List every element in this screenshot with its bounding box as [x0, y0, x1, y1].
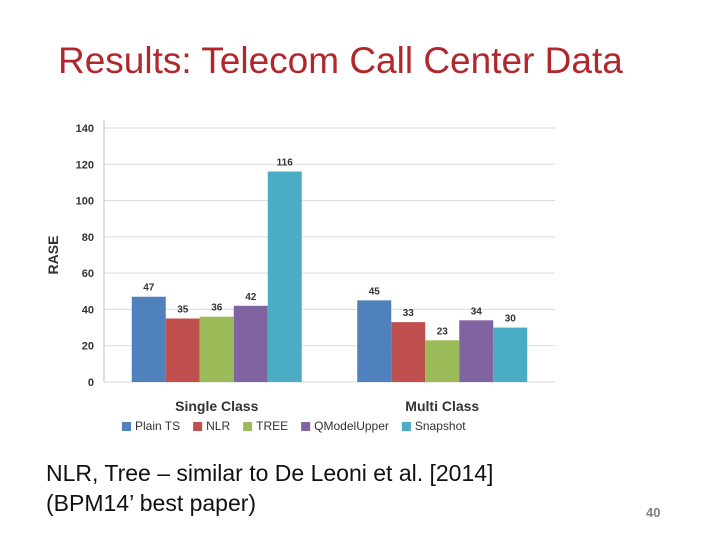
- legend-swatch: [193, 422, 203, 431]
- caption: NLR, Tree – similar to De Leoni et al. […: [46, 458, 493, 518]
- legend-swatch: [243, 422, 253, 431]
- bar: [267, 171, 302, 382]
- data-label: 34: [471, 306, 483, 317]
- y-tick-label: 20: [82, 341, 94, 353]
- data-label: 36: [211, 303, 223, 314]
- bar-chart-svg: 0 20 40 60 80 100 120 140 47 35 36 42 116 45 33 23 34 30…: [45, 120, 555, 433]
- data-label: 42: [245, 292, 257, 303]
- data-label: 35: [177, 305, 189, 316]
- legend-label: Plain TS: [135, 419, 180, 433]
- bar: [493, 327, 528, 382]
- bar: [165, 318, 200, 382]
- y-tick-label: 60: [82, 268, 94, 280]
- category-label: Single Class: [175, 398, 258, 414]
- y-tick-label: 120: [76, 159, 94, 171]
- data-label: 116: [277, 158, 294, 169]
- bar: [391, 322, 426, 382]
- bar: [357, 300, 392, 382]
- legend-swatch: [301, 422, 311, 431]
- y-axis-label: RASE: [45, 236, 61, 275]
- y-tick-label: 80: [82, 232, 94, 244]
- chart: 0 20 40 60 80 100 120 140 47 35 36 42 116 45 33 23 34 30…: [40, 108, 570, 449]
- legend-swatch: [122, 422, 131, 431]
- bar: [425, 340, 460, 382]
- caption-line-1: NLR, Tree – similar to De Leoni et al. […: [46, 460, 494, 486]
- y-tick-labels: 0 20 40 60 80 100 120 140: [76, 123, 94, 389]
- bar: [131, 296, 166, 382]
- y-tick-label: 140: [76, 123, 94, 135]
- y-tick-label: 100: [76, 196, 94, 208]
- legend-swatch: [401, 422, 411, 431]
- bar: [233, 305, 268, 382]
- y-tick-label: 40: [82, 304, 94, 316]
- data-label: 45: [369, 286, 381, 297]
- data-labels: 47 35 36 42 116 45 33 23 34 30: [143, 158, 516, 338]
- legend-label: TREE: [256, 419, 288, 433]
- legend-label: QModelUpper: [314, 419, 389, 433]
- y-tick-label: 0: [88, 377, 94, 389]
- data-label: 30: [505, 314, 517, 325]
- data-label: 33: [403, 308, 415, 319]
- data-label: 47: [143, 283, 155, 294]
- category-labels: Single Class Multi Class: [175, 398, 479, 414]
- caption-line-2: (BPM14’ best paper): [46, 490, 257, 516]
- data-label: 23: [437, 326, 449, 337]
- bar: [199, 316, 234, 382]
- slide-title: Results: Telecom Call Center Data: [58, 40, 623, 81]
- legend: Plain TS NLR TREE QModelUpper Snapshot: [122, 419, 466, 433]
- page-number: 40: [646, 505, 661, 520]
- category-label: Multi Class: [405, 398, 479, 414]
- bar: [459, 320, 494, 382]
- legend-label: Snapshot: [415, 419, 466, 433]
- bars: [131, 171, 528, 382]
- legend-label: NLR: [206, 419, 230, 433]
